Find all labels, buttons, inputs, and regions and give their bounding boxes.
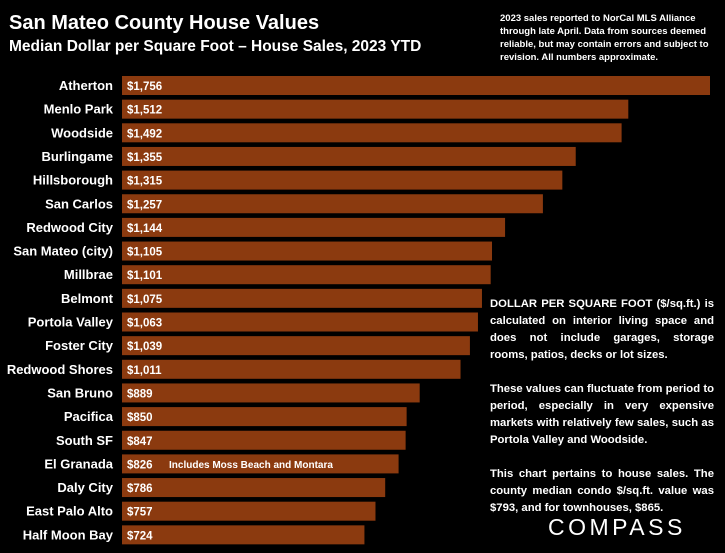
bar-east-palo-alto [122, 501, 376, 521]
category-label-hillsborough: Hillsborough [33, 173, 113, 188]
value-label-redwood-city: $1,144 [127, 223, 163, 235]
bar-san-mateo-city [122, 241, 493, 261]
bar-san-carlos [122, 194, 543, 214]
category-label-foster-city: Foster City [45, 338, 114, 353]
bar-woodside [122, 123, 622, 143]
category-label-san-bruno: San Bruno [47, 385, 113, 400]
value-label-el-granada: $826 [127, 459, 153, 471]
chart-subtitle: Median Dollar per Square Foot – House Sa… [9, 38, 422, 55]
value-label-half-moon-bay: $724 [127, 530, 153, 542]
category-label-menlo-park: Menlo Park [44, 102, 114, 117]
bar-half-moon-bay [122, 525, 365, 545]
category-label-redwood-city: Redwood City [26, 220, 113, 235]
chart-title: San Mateo County House Values [9, 12, 320, 34]
bar-daly-city [122, 478, 386, 498]
value-label-foster-city: $1,039 [127, 341, 162, 353]
value-label-menlo-park: $1,512 [127, 105, 162, 117]
value-label-east-palo-alto: $757 [127, 507, 153, 519]
bar-belmont [122, 288, 482, 308]
note-scope: This chart pertains to house sales. The … [490, 468, 714, 514]
source-note: 2023 sales reported to NorCal MLS Allian… [500, 13, 709, 63]
bar-el-granada [122, 454, 399, 474]
value-label-san-carlos: $1,257 [127, 199, 162, 211]
value-label-daly-city: $786 [127, 483, 153, 495]
note-definition: DOLLAR PER SQUARE FOOT ($/sq.ft.) is cal… [490, 298, 714, 361]
value-label-belmont: $1,075 [127, 294, 163, 306]
note-fluctuation: These values can fluctuate from period t… [490, 383, 714, 446]
bar-menlo-park [122, 99, 629, 119]
category-label-el-granada: El Granada [44, 456, 113, 471]
category-label-east-palo-alto: East Palo Alto [26, 504, 113, 519]
value-label-redwood-shores: $1,011 [127, 365, 162, 377]
category-label-san-carlos: San Carlos [45, 196, 113, 211]
value-label-millbrae: $1,101 [127, 270, 163, 282]
category-label-south-sf: South SF [56, 433, 113, 448]
bar-redwood-shores [122, 359, 461, 379]
value-label-san-mateo-city: $1,105 [127, 247, 163, 259]
bar-south-sf [122, 430, 406, 450]
bar-pacifica [122, 407, 407, 427]
bar-burlingame [122, 146, 576, 166]
compass-logo: COMPASS [548, 514, 686, 540]
value-label-burlingame: $1,355 [127, 152, 163, 164]
bar-hillsborough [122, 170, 563, 190]
value-label-south-sf: $847 [127, 436, 153, 448]
category-label-millbrae: Millbrae [64, 267, 113, 282]
bar-redwood-city [122, 217, 506, 237]
bar-foster-city [122, 336, 470, 356]
bar-millbrae [122, 265, 491, 285]
category-label-portola-valley: Portola Valley [28, 315, 114, 330]
category-label-belmont: Belmont [61, 291, 114, 306]
value-label-pacifica: $850 [127, 412, 153, 424]
bar-san-bruno [122, 383, 420, 403]
category-label-redwood-shores: Redwood Shores [7, 362, 113, 377]
category-label-half-moon-bay: Half Moon Bay [23, 527, 114, 542]
category-label-san-mateo-city: San Mateo (city) [13, 244, 113, 259]
annotation-el-granada: Includes Moss Beach and Montara [169, 460, 333, 471]
value-label-hillsborough: $1,315 [127, 176, 163, 188]
bar-portola-valley [122, 312, 478, 332]
category-label-atherton: Atherton [59, 78, 113, 93]
category-label-burlingame: Burlingame [41, 149, 113, 164]
value-label-san-bruno: $889 [127, 388, 153, 400]
category-label-daly-city: Daly City [57, 480, 113, 495]
value-label-portola-valley: $1,063 [127, 318, 162, 330]
value-label-atherton: $1,756 [127, 81, 162, 93]
category-label-pacifica: Pacifica [64, 409, 114, 424]
value-label-woodside: $1,492 [127, 128, 162, 140]
category-label-woodside: Woodside [51, 125, 113, 140]
notes-panel: DOLLAR PER SQUARE FOOT ($/sq.ft.) is cal… [490, 296, 714, 534]
bar-atherton [122, 76, 710, 95]
